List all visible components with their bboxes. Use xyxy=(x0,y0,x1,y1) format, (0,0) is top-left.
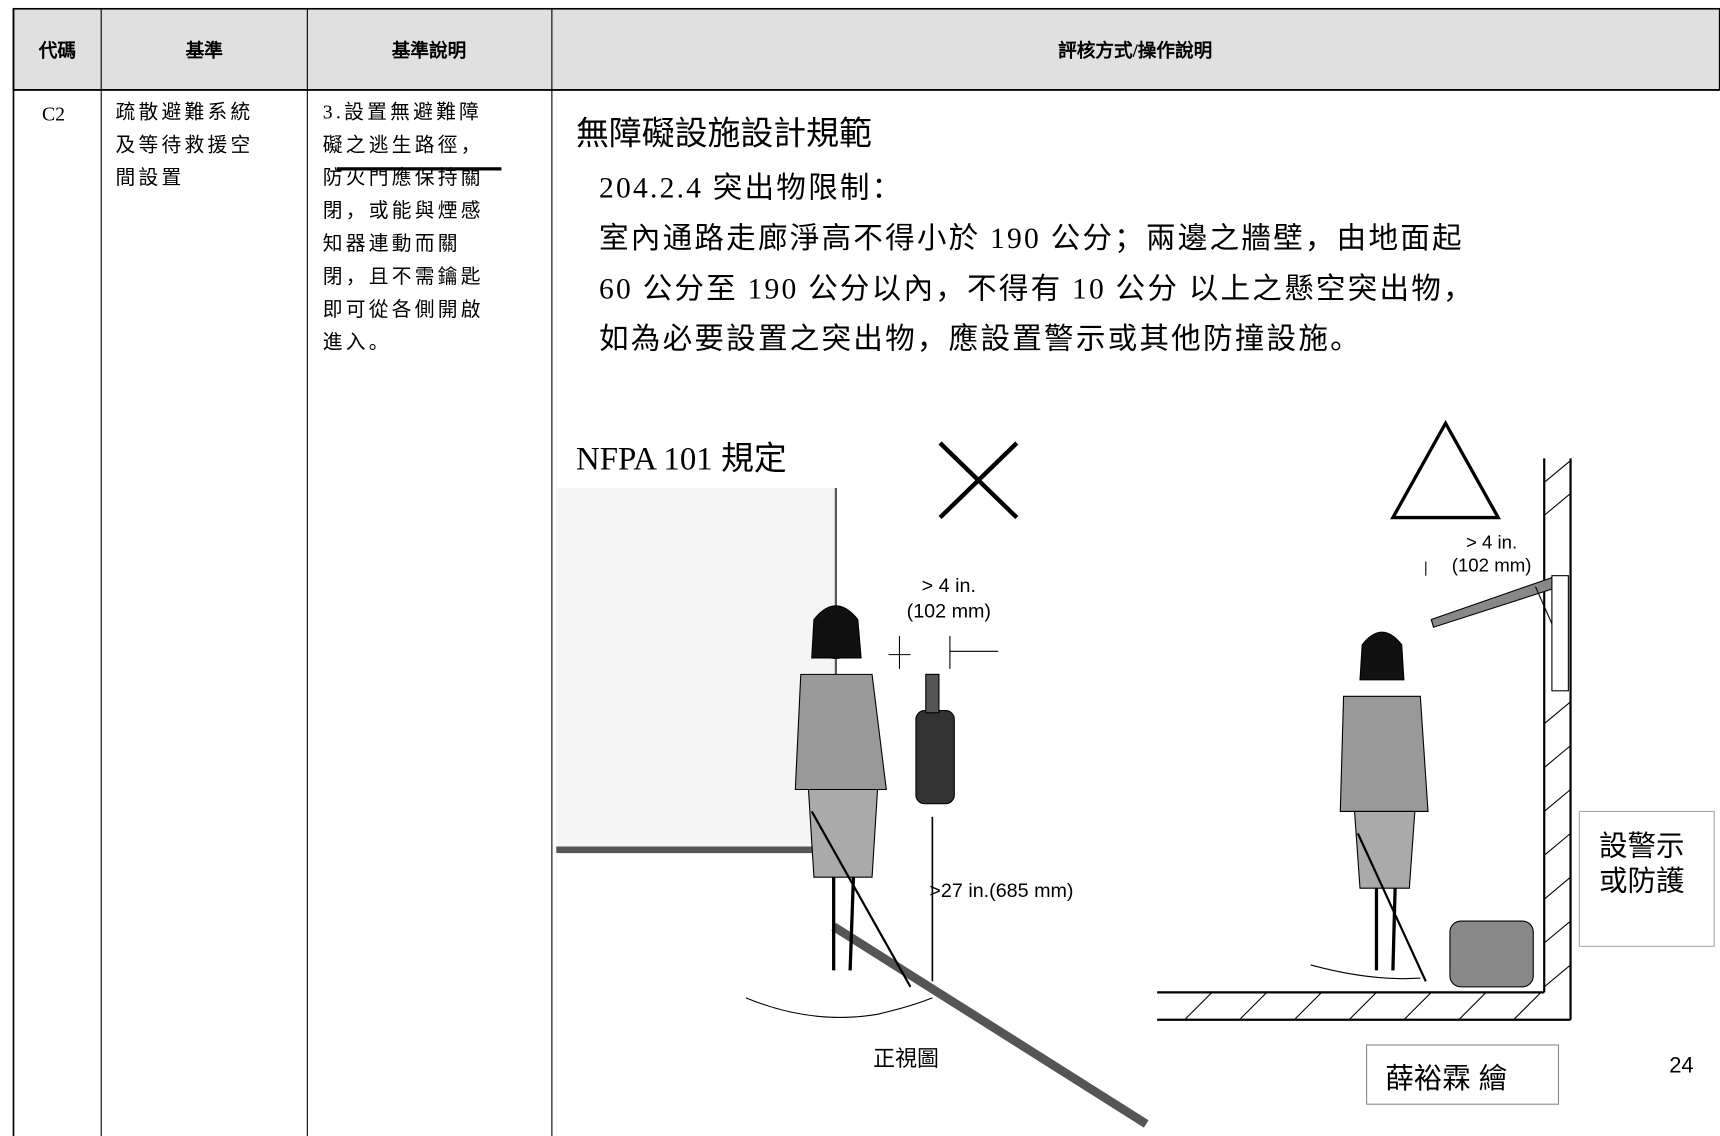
note-line: 或防護 xyxy=(1599,865,1685,897)
eval-line: 如為必要設置之突出物，應設置警示或其他防撞設施。 xyxy=(599,323,1362,356)
eval-line: 60 公分至 190 公分以內，不得有 10 公分 以上之懸空突出物， xyxy=(599,272,1475,305)
dim-label: > 4 in. xyxy=(1466,531,1517,552)
credit-box xyxy=(1366,1044,1560,1105)
figure-title: NFPA 101 規定 xyxy=(576,440,787,477)
criterion-line: 間設置 xyxy=(115,167,184,189)
description-line: 即可從各側開啟 xyxy=(323,299,484,321)
header-cell: 評核方式/操作說明 xyxy=(1058,40,1212,62)
description-line: 進入。 xyxy=(323,332,392,354)
right-labels: > 4 in. (102 mm) xyxy=(1452,531,1532,575)
credit: 薛裕霖 繪 xyxy=(1385,1063,1507,1095)
right-illustration xyxy=(1157,419,1572,1021)
note-line: 設警示 xyxy=(1599,830,1685,862)
description-line: 知器連動而關 xyxy=(323,233,461,255)
header-cell: 基準 xyxy=(185,40,224,62)
dim-label: (102 mm) xyxy=(1452,554,1532,575)
caption: 正視圖 xyxy=(873,1046,939,1071)
eval-title: 無障礙設施設計規範 xyxy=(576,116,872,153)
eval-line: 室內通路走廊淨高不得小於 190 公分；兩邊之牆壁，由地面起 xyxy=(599,222,1464,255)
criterion-line: 及等待救援空 xyxy=(115,134,253,156)
left-labels: > 4 in. (102 mm) >27 in.(685 mm) 正視圖 xyxy=(873,575,1073,1071)
clause: 204.2.4 突出物限制： xyxy=(599,171,903,204)
left-illustration xyxy=(556,441,1149,1128)
description-line: 礙之逃生路徑， xyxy=(323,134,484,156)
dim-label: (102 mm) xyxy=(907,600,991,622)
header-cell: 基準說明 xyxy=(391,40,467,62)
criterion-line: 疏散避難系統 xyxy=(115,101,253,123)
code: C2 xyxy=(42,104,65,126)
description-line: 閉，且不需鑰匙 xyxy=(323,266,484,288)
header-bg xyxy=(12,7,1720,91)
page-number: 24 xyxy=(1669,1052,1693,1077)
dim-label: >27 in.(685 mm) xyxy=(929,880,1073,902)
description-line: 閉，或能與煙感 xyxy=(323,200,484,222)
note-box xyxy=(1578,810,1715,947)
description-line: 3.設置無避難障 xyxy=(323,101,482,123)
header-cell: 代碼 xyxy=(38,41,76,62)
description-line: 防火門應保持關 xyxy=(323,166,484,189)
dim-label: > 4 in. xyxy=(922,575,976,597)
table-grid xyxy=(12,7,1720,1136)
eval-text: 室內通路走廊淨高不得小於 190 公分；兩邊之牆壁，由地面起 60 公分至 190… xyxy=(599,222,1475,356)
header: 代碼 基準 基準說明 評核方式/操作說明 xyxy=(38,40,1213,62)
